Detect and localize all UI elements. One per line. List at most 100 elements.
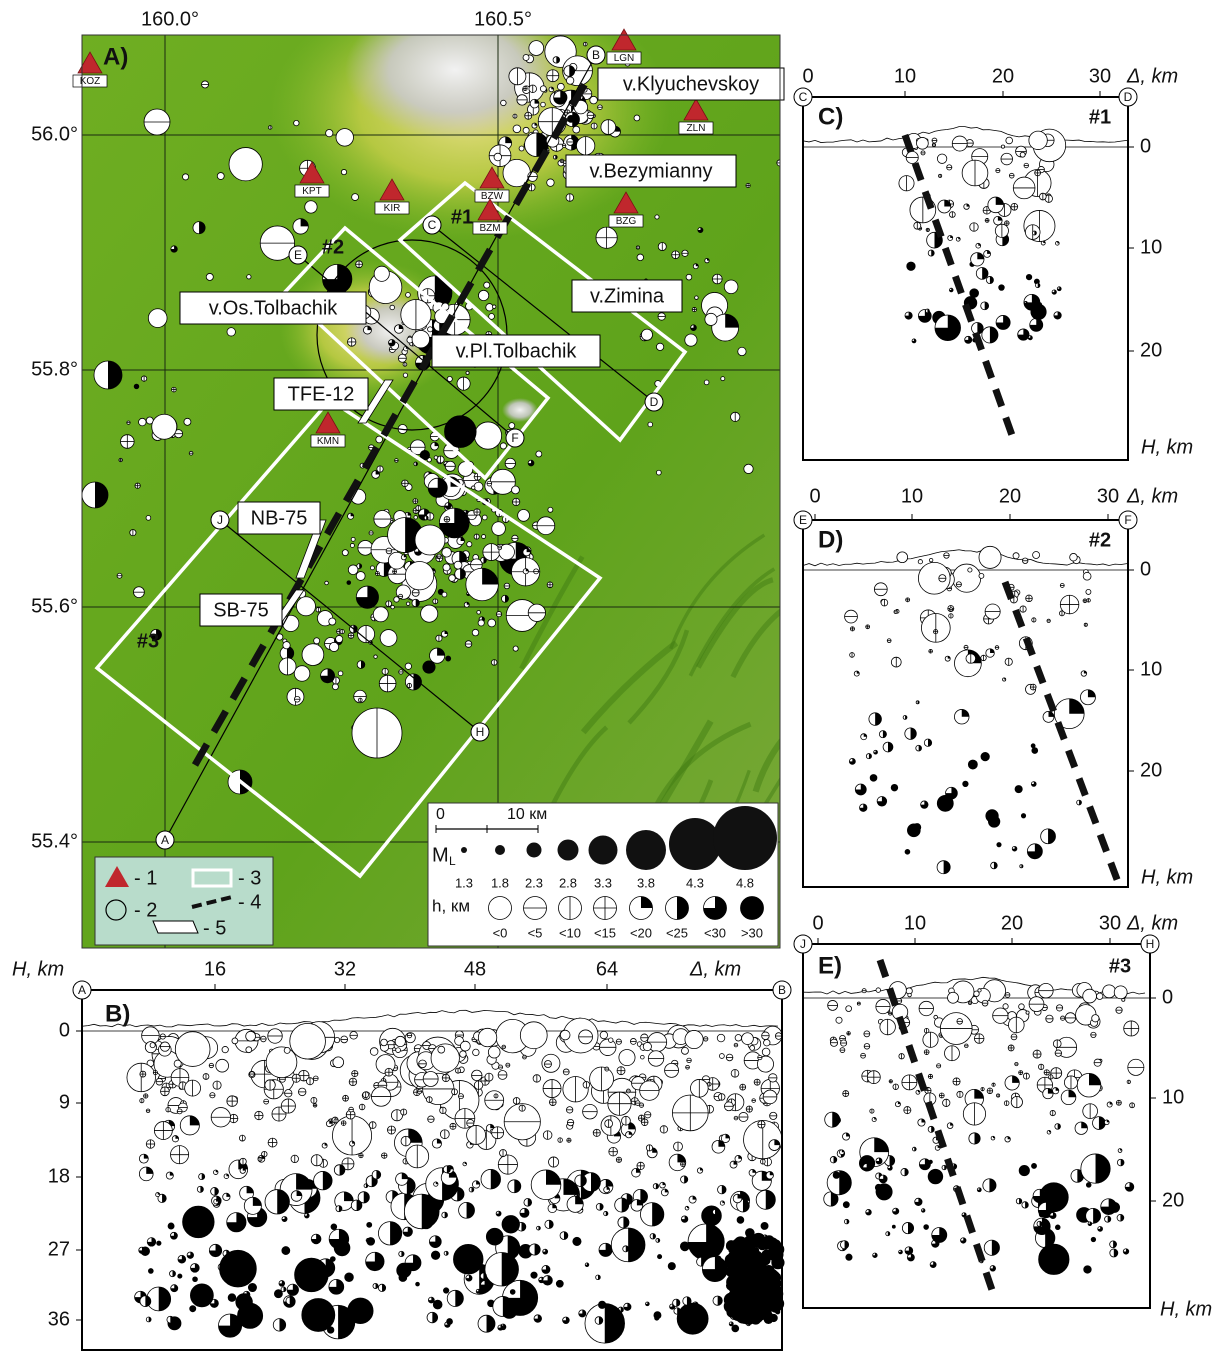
- event: [386, 548, 392, 554]
- magnitude-symbol: [669, 818, 721, 870]
- event-circle: [744, 1248, 753, 1257]
- event: [986, 810, 998, 822]
- event: [656, 343, 663, 350]
- event-circle: [482, 515, 487, 520]
- event: [359, 1153, 363, 1157]
- event: [367, 1222, 372, 1227]
- event: [1031, 1163, 1036, 1168]
- event: [423, 1071, 438, 1086]
- event: [187, 1252, 193, 1258]
- event: [444, 1251, 448, 1255]
- event: [160, 1042, 169, 1051]
- event: [566, 77, 573, 84]
- event-circle: [668, 1263, 675, 1270]
- event-circle: [146, 516, 151, 521]
- event: [443, 1288, 448, 1293]
- station-code: BZW: [481, 191, 504, 202]
- event: [534, 1315, 542, 1323]
- event: [720, 1201, 724, 1205]
- event: [512, 498, 519, 505]
- event: [146, 1140, 154, 1148]
- event: [160, 1034, 165, 1039]
- event: [357, 661, 365, 669]
- event: [981, 302, 989, 310]
- event: [157, 1241, 161, 1245]
- event: [432, 1139, 441, 1148]
- event: [369, 1122, 376, 1129]
- event-circle: [416, 1282, 420, 1286]
- event-circle: [999, 285, 1005, 291]
- event: [608, 1038, 613, 1043]
- event-circle: [634, 115, 640, 121]
- event-circle: [734, 1292, 744, 1302]
- event: [227, 1213, 246, 1232]
- y-tick-label: 10: [1140, 236, 1162, 258]
- event: [845, 610, 858, 623]
- event: [279, 658, 296, 675]
- event: [329, 642, 338, 651]
- event: [583, 1104, 598, 1119]
- event-circle: [150, 1043, 155, 1048]
- event-circle: [655, 215, 659, 219]
- event: [359, 1104, 365, 1110]
- event-circle: [762, 1048, 770, 1056]
- event: [426, 1097, 432, 1103]
- event: [919, 1001, 933, 1015]
- event: [140, 1296, 151, 1307]
- event: [741, 897, 764, 920]
- event-circle: [367, 1222, 372, 1227]
- event: [991, 862, 998, 869]
- event: [566, 194, 574, 202]
- event: [762, 1032, 770, 1040]
- zone-label: #2: [1089, 529, 1111, 551]
- event: [398, 354, 406, 362]
- event: [144, 109, 170, 135]
- event: [457, 377, 470, 390]
- event: [640, 1203, 663, 1226]
- event: [712, 274, 722, 284]
- event: [469, 1187, 474, 1192]
- depth-class: <25: [666, 925, 688, 940]
- event: [724, 1102, 733, 1111]
- event: [905, 312, 912, 319]
- event: [348, 513, 354, 519]
- event-circle: [590, 96, 598, 104]
- event-circle: [680, 1242, 689, 1251]
- event: [968, 568, 972, 572]
- event: [313, 1076, 318, 1081]
- event: [351, 537, 355, 541]
- event: [366, 1252, 384, 1270]
- event: [932, 138, 937, 143]
- event-circle: [178, 1274, 182, 1278]
- event: [562, 144, 566, 148]
- event: [336, 635, 343, 642]
- event: [631, 1199, 643, 1211]
- latitude-label: 55.6°: [31, 595, 78, 617]
- event: [170, 1232, 177, 1239]
- event: [412, 330, 429, 347]
- event: [1013, 553, 1019, 559]
- event-circle: [345, 1273, 354, 1282]
- event-circle: [449, 575, 456, 582]
- event: [611, 1228, 645, 1262]
- event: [1036, 283, 1040, 287]
- event: [482, 515, 487, 520]
- event-circle: [737, 1217, 744, 1224]
- event: [167, 1316, 174, 1323]
- event: [1127, 1080, 1130, 1083]
- event: [117, 573, 122, 578]
- event-circle: [541, 102, 546, 107]
- event: [459, 1202, 475, 1218]
- event-circle: [472, 629, 479, 636]
- event-circle: [152, 414, 177, 439]
- event: [563, 1317, 570, 1324]
- profile-end-label: J: [217, 513, 223, 527]
- event-circle: [741, 897, 764, 920]
- event: [601, 120, 616, 135]
- event: [683, 1297, 691, 1305]
- event: [356, 572, 365, 581]
- event: [472, 629, 479, 636]
- event: [549, 1099, 556, 1106]
- event: [970, 223, 979, 232]
- event-circle: [184, 1214, 191, 1221]
